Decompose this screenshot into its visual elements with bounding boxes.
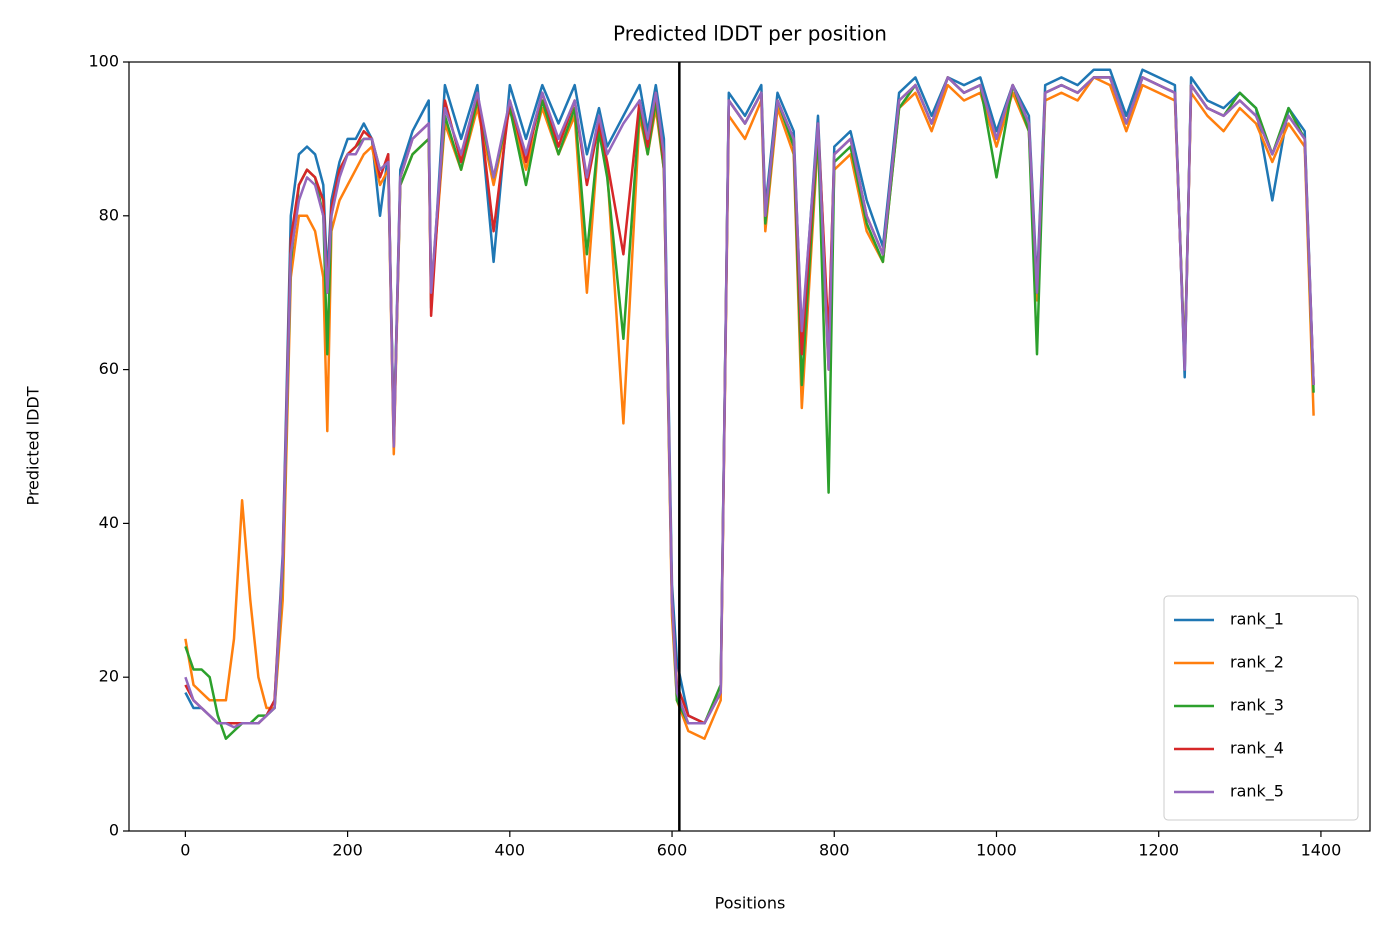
legend-label: rank_2 — [1230, 653, 1284, 673]
legend-label: rank_1 — [1230, 610, 1284, 630]
series-line — [184, 76, 1315, 740]
x-tick-label: 600 — [657, 841, 688, 860]
plot-frame — [128, 61, 1371, 832]
series-line — [184, 76, 1315, 729]
legend-box — [1163, 595, 1359, 821]
x-tick-label: 1200 — [1138, 841, 1179, 860]
plot-lines — [184, 68, 1315, 740]
series-line — [184, 68, 1315, 725]
x-tick-label: 1400 — [1301, 841, 1342, 860]
legend-label: rank_4 — [1230, 739, 1284, 759]
legend-label: rank_3 — [1230, 696, 1284, 716]
x-tick-label: 0 — [180, 841, 190, 860]
x-tick-label: 800 — [819, 841, 850, 860]
y-tick-label: 60 — [99, 359, 119, 378]
x-tick-label: 400 — [495, 841, 526, 860]
chart-title: Predicted lDDT per position — [613, 22, 887, 46]
y-tick-label: 20 — [99, 667, 119, 686]
y-tick-label: 0 — [109, 821, 119, 840]
x-tick-label: 200 — [332, 841, 363, 860]
legend-label: rank_5 — [1230, 782, 1284, 802]
y-tick-label: 100 — [88, 52, 119, 71]
x-tick-label: 1000 — [976, 841, 1017, 860]
y-tick-label: 40 — [99, 513, 119, 532]
x-axis-label: Positions — [715, 894, 786, 913]
y-axis-label: Predicted lDDT — [24, 386, 43, 505]
series-line — [184, 76, 1315, 740]
y-tick-label: 80 — [99, 205, 119, 224]
